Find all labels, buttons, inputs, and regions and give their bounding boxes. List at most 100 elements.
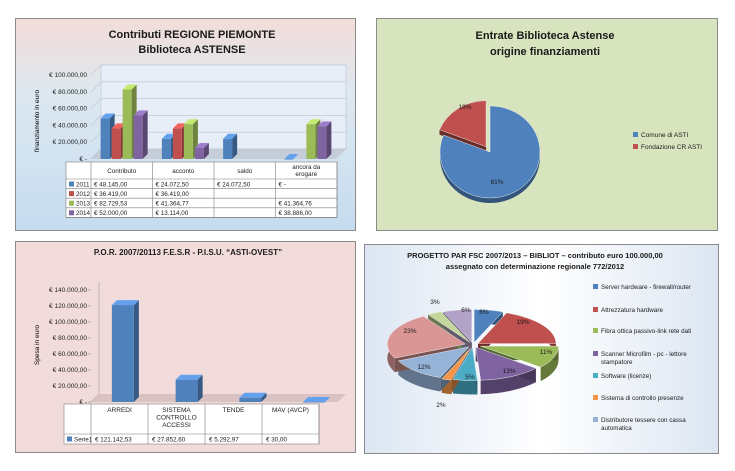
bar-Serie1 (111, 305, 134, 402)
y-tick-label: € 40.000,00 (53, 122, 88, 129)
y-tick-label: € 100.000,00 (49, 72, 87, 79)
bar-2011-side (232, 133, 238, 159)
legend-key-2012 (69, 191, 74, 197)
pie-data-label: 19% (458, 104, 471, 111)
bar-2013 (122, 89, 132, 159)
pie-slice-side (540, 346, 559, 382)
legend-label: Scanner Microfilm - pc - lettore stampato… (601, 351, 687, 366)
data-label: € 82.729,53 (94, 201, 128, 208)
chart-entrate-panel: Entrate Biblioteca Astense origine finan… (376, 18, 718, 231)
data-label: € 27.852,60 (152, 437, 186, 444)
bar-2012 (172, 128, 182, 159)
gridline-depth (90, 81, 102, 93)
pie-data-label: 13% (502, 368, 515, 375)
bar-2013-top (122, 84, 137, 90)
legend-label: Comune di ASTI (641, 132, 689, 139)
chart-subtitle: origine finanziamenti (490, 46, 600, 58)
bar-2013 (306, 124, 316, 159)
pie-data-label: 23% (403, 328, 416, 335)
bar-2011-top (223, 133, 238, 139)
legend-label: Server hardware - firewall/router (601, 284, 691, 291)
bar-2011-top (100, 113, 115, 119)
bar-2014 (317, 126, 327, 159)
x-category-label: SISTEMA CONTROLLO ACCESSI (156, 407, 196, 429)
legend-label-line: Attrezzatura hardware (601, 307, 663, 314)
pie-slice (442, 309, 473, 344)
y-tick-label: € 40.000,00 (53, 367, 88, 374)
bar-2011 (284, 159, 294, 160)
x-category-label-line: MAV (AVCP) (272, 407, 309, 414)
data-label: € 52.000,00 (94, 210, 128, 217)
pie-slice (477, 312, 557, 344)
legend-key (593, 284, 598, 289)
bar-2013-top (306, 119, 321, 125)
plot-floor (91, 149, 346, 159)
pie-slice (473, 309, 504, 344)
data-label: € 24.072,50 (156, 181, 190, 188)
chart-title: PROGETTO PAR FSC 2007/2013 – BIBLIOT – c… (407, 251, 663, 260)
y-tick-label: € 20.000,00 (53, 139, 88, 146)
y-tick-label: € - (79, 399, 87, 406)
data-label: € 24.072,50 (217, 181, 251, 188)
legend-label: Fondazione CR ASTI (641, 144, 702, 151)
chart-title: P.O.R. 2007/20113 F.E.S.R - P.I.S.U. “AS… (94, 248, 282, 257)
chart-entrate: Entrate Biblioteca Astense origine finan… (439, 30, 702, 203)
pie-slice (475, 346, 537, 381)
x-category-label-line: TENDE (222, 407, 245, 414)
pie-slice (452, 346, 478, 381)
bar-2011-top (284, 154, 299, 159)
bar-Serie1 (303, 401, 326, 403)
data-table (65, 161, 338, 218)
data-label: € 41.364,77 (156, 201, 190, 208)
chart-contributi-panel: Contributi REGIONE PIEMONTE Biblioteca A… (15, 18, 356, 231)
data-table (63, 403, 320, 445)
pie-slice (387, 315, 466, 359)
legend-label: Fibra ottica passivo-link rete dati (601, 328, 691, 335)
pie-data-label: 19% (516, 319, 529, 326)
bar-Serie1-side (133, 300, 139, 402)
data-label: € 36.419,00 (156, 191, 190, 198)
legend-key (593, 395, 598, 400)
pie-data-label: 3% (430, 299, 440, 306)
bar-2011-top (161, 133, 176, 139)
pie-data-label: 6% (479, 309, 489, 316)
gridline-depth (90, 64, 102, 76)
bar-2014-top (317, 121, 332, 127)
y-tick-label: € - (79, 156, 87, 163)
chart-progetto-panel: PROGETTO PAR FSC 2007/2013 – BIBLIOT – c… (364, 244, 719, 454)
legend-label: Attrezzatura hardware (601, 307, 663, 314)
bar-Serie1-top (175, 374, 203, 380)
series-name: 2012 (76, 191, 91, 198)
data-label: € 36.419,00 (94, 191, 128, 198)
data-label: € 48.145,00 (94, 181, 128, 188)
bar-2014-top (194, 142, 209, 148)
y-tick-label: € 100.000,00 (49, 319, 87, 326)
legend-label-line: Scanner Microfilm - pc - lettore (601, 351, 687, 358)
bar-2011 (161, 138, 171, 159)
y-tick-label: € 80.000,00 (53, 335, 88, 342)
legend-key (593, 328, 598, 333)
chart-subtitle: Biblioteca ASTENSE (138, 44, 245, 56)
bar-2012-top (172, 123, 187, 129)
x-category-label: ancora da erogare (292, 164, 321, 178)
x-category-label: acconto (172, 168, 195, 175)
bar-Serie1-side (261, 392, 267, 402)
bar-2013 (183, 124, 193, 159)
x-category-label: ARREDI (107, 407, 132, 414)
gridline-depth (90, 148, 102, 160)
data-label: € 38.886,00 (279, 210, 313, 217)
gridline-depth (90, 131, 102, 143)
chart-por-panel: P.O.R. 2007/20113 F.E.S.R - P.I.S.U. “AS… (15, 241, 356, 453)
chart-title: Contributi REGIONE PIEMONTE (109, 29, 276, 41)
pie-data-label: 81% (490, 179, 503, 186)
pie-data-label: 6% (461, 307, 471, 314)
pie-slice (480, 345, 559, 368)
bar-Serie1-top (303, 396, 331, 402)
legend-label: Software (licenze) (601, 373, 651, 380)
legend-label-line: Distributore tessere con cassa (601, 417, 686, 424)
bar-Serie1-side (325, 396, 331, 402)
bar-2011 (223, 138, 233, 159)
bar-2012 (111, 128, 121, 159)
pie-slice (439, 105, 541, 199)
pie-slice (439, 100, 487, 147)
